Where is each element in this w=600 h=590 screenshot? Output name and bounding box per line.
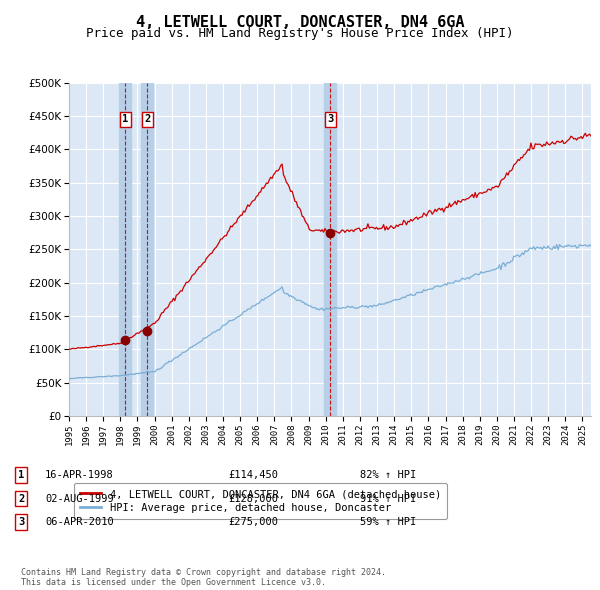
Text: £114,450: £114,450 — [228, 470, 278, 480]
Text: 1: 1 — [122, 114, 128, 124]
Text: 3: 3 — [327, 114, 334, 124]
Text: 91% ↑ HPI: 91% ↑ HPI — [360, 494, 416, 503]
Text: 3: 3 — [18, 517, 24, 527]
Bar — [119, 83, 131, 416]
Legend: 4, LETWELL COURT, DONCASTER, DN4 6GA (detached house), HPI: Average price, detac: 4, LETWELL COURT, DONCASTER, DN4 6GA (de… — [74, 483, 447, 519]
Text: 59% ↑ HPI: 59% ↑ HPI — [360, 517, 416, 527]
Text: £128,000: £128,000 — [228, 494, 278, 503]
Bar — [142, 83, 154, 416]
Text: 06-APR-2010: 06-APR-2010 — [45, 517, 114, 527]
Text: 2: 2 — [18, 494, 24, 503]
Text: 4, LETWELL COURT, DONCASTER, DN4 6GA: 4, LETWELL COURT, DONCASTER, DN4 6GA — [136, 15, 464, 30]
Text: 16-APR-1998: 16-APR-1998 — [45, 470, 114, 480]
Text: 82% ↑ HPI: 82% ↑ HPI — [360, 470, 416, 480]
Text: 02-AUG-1999: 02-AUG-1999 — [45, 494, 114, 503]
Text: Price paid vs. HM Land Registry's House Price Index (HPI): Price paid vs. HM Land Registry's House … — [86, 27, 514, 40]
Text: 1: 1 — [18, 470, 24, 480]
Text: Contains HM Land Registry data © Crown copyright and database right 2024.
This d: Contains HM Land Registry data © Crown c… — [21, 568, 386, 587]
Bar — [325, 83, 337, 416]
Text: 2: 2 — [144, 114, 151, 124]
Text: £275,000: £275,000 — [228, 517, 278, 527]
